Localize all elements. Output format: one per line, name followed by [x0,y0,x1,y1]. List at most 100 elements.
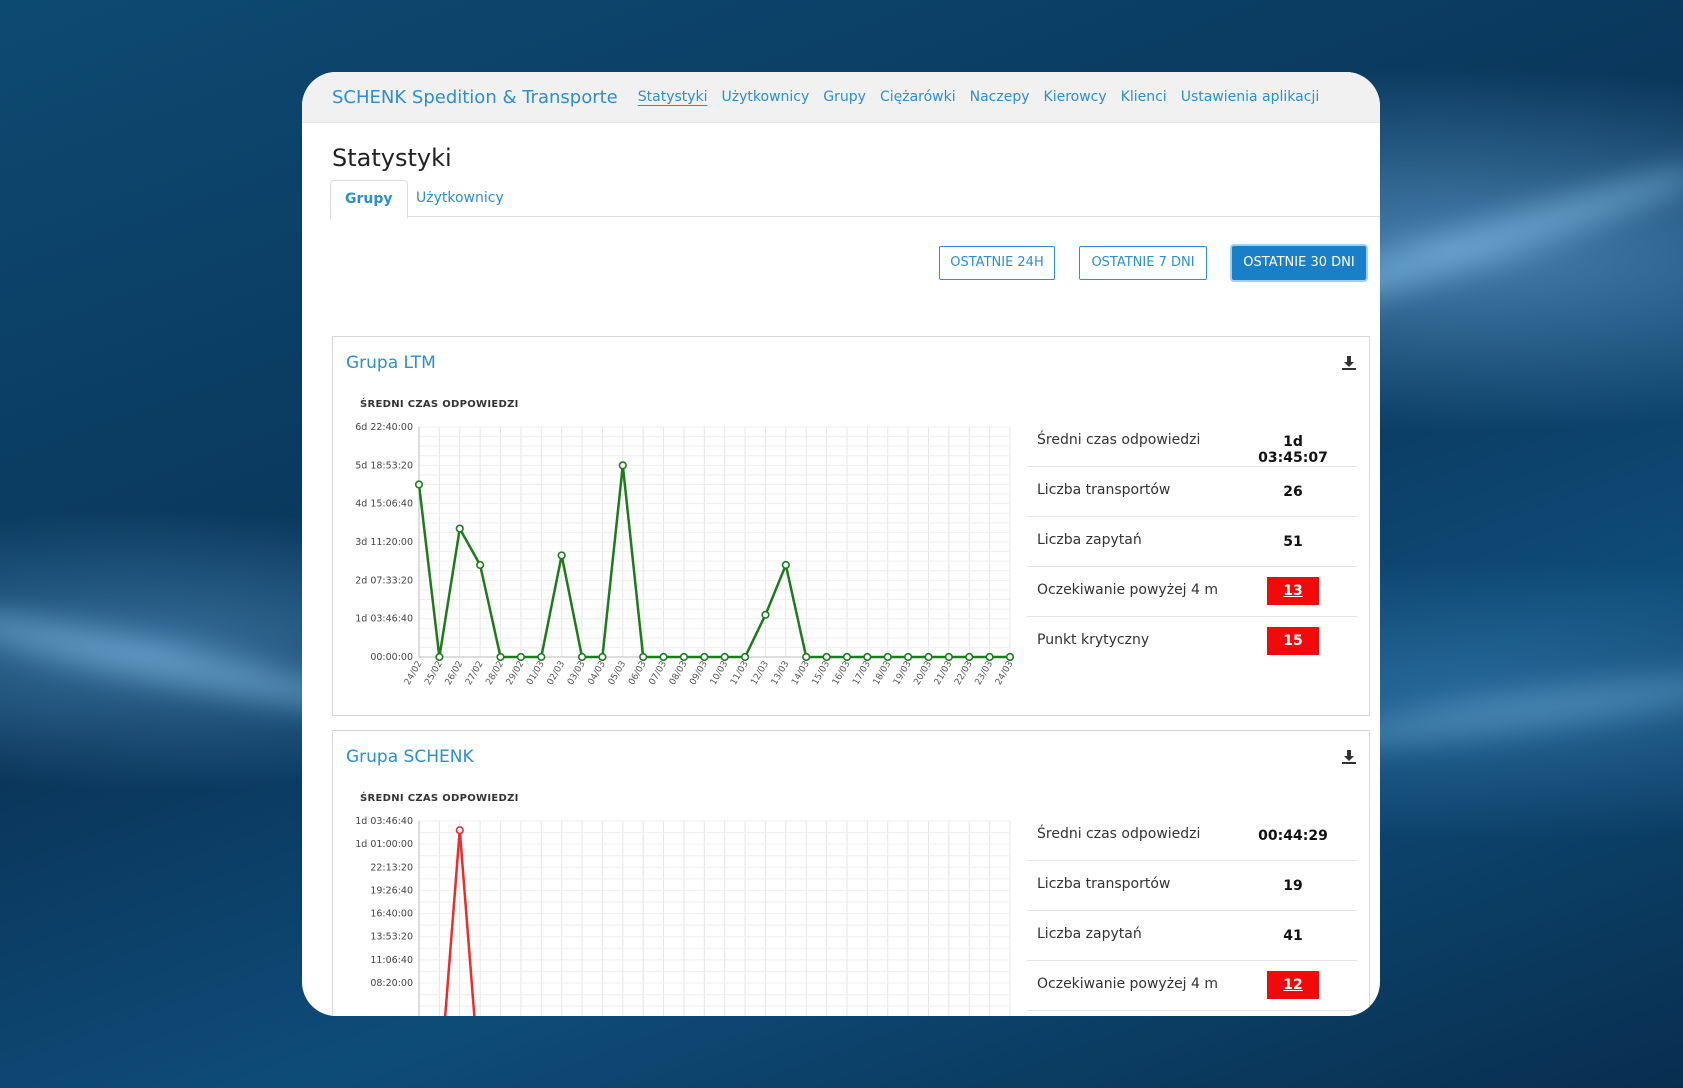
x-tick-label: 11/03 [729,660,751,687]
brand-link[interactable]: SCHENK Spedition & Transporte [332,86,618,108]
top-navbar: SCHENK Spedition & Transporte Statystyki… [302,72,1380,123]
y-tick-label: 13:53:20 [370,932,413,943]
x-tick-label: 21/03 [933,660,955,687]
x-tick-label: 04/03 [586,660,608,687]
chart-title: ŚREDNI CZAS ODPOWIEDZI [360,399,519,410]
x-tick-label: 05/03 [607,660,629,687]
x-tick-label: 25/02 [423,660,445,687]
stat-label: Liczba zapytań [1037,926,1142,942]
data-point [883,652,892,662]
x-tick-label: 10/03 [709,660,731,687]
stat-label: Oczekiwanie powyżej 4 m [1037,976,1219,992]
stat-row: Punkt krytyczny 15 [1027,617,1357,666]
stat-label: Średni czas odpowiedzi [1037,432,1201,448]
data-point [740,652,750,662]
stat-value: 26 [1283,484,1303,500]
x-tick-label: 08/03 [668,660,690,687]
data-point [700,652,709,662]
chart-title: ŚREDNI CZAS ODPOWIEDZI [360,793,519,804]
data-point [944,652,953,662]
download-icon[interactable] [1341,355,1357,371]
nav-ustawienia[interactable]: Ustawienia aplikacji [1180,89,1320,105]
data-point [659,652,668,662]
nav-statystyki[interactable]: Statystyki [637,89,708,105]
data-point [904,652,913,662]
x-tick-label: 20/03 [912,660,934,687]
data-point [516,652,525,662]
nav-grupy[interactable]: Grupy [823,89,866,105]
data-point [537,652,546,662]
x-tick-label: 26/02 [444,660,466,687]
stat-label: Oczekiwanie powyżej 4 m [1037,582,1219,598]
stat-value: 51 [1283,534,1303,550]
group-panel-ltm: Grupa LTM ŚREDNI CZAS ODPOWIEDZI 00:00:0… [332,336,1370,716]
nav-kierowcy[interactable]: Kierowcy [1043,89,1107,105]
data-point [435,652,444,662]
x-tick-label: 27/02 [464,660,486,687]
alert-badge-link[interactable]: 13 [1267,577,1319,605]
x-tick-label: 29/02 [505,660,527,687]
alert-badge-link[interactable]: 12 [1267,971,1319,999]
x-tick-label: 09/03 [688,660,710,687]
data-point [476,560,485,570]
x-tick-label: 01/03 [525,660,547,687]
nav-ciezarowki[interactable]: Ciężarówki [879,89,956,105]
data-point [414,480,424,489]
y-tick-label: 6d 22:40:00 [355,422,413,433]
tab-grupy[interactable]: Grupy [330,180,408,219]
stats-table: Średni czas odpowiedzi 00:44:29 Liczba t… [1027,811,1357,1011]
x-tick-label: 14/03 [790,660,812,687]
stats-table: Średni czas odpowiedzi 1d 03:45:07 Liczb… [1027,417,1357,666]
data-point [985,652,994,662]
y-tick-label: 2d 07:33:20 [355,575,413,586]
data-point [598,652,607,662]
data-point [781,560,790,570]
x-tick-label: 16/03 [831,660,853,687]
x-tick-label: 24/02 [403,660,425,687]
data-point [822,652,831,662]
y-tick-label: 08:20:00 [370,978,413,989]
stat-label: Liczba transportów [1037,482,1171,498]
x-tick-label: 02/03 [546,660,568,687]
series-line [458,830,476,1016]
stat-row: Średni czas odpowiedzi 00:44:29 [1027,811,1357,861]
x-tick-label: 23/03 [974,660,996,687]
x-tick-label: 17/03 [851,660,873,687]
stat-label: Punkt krytyczny [1037,632,1150,648]
stat-row: Liczba transportów 19 [1027,861,1357,911]
nav-naczepy[interactable]: Naczepy [969,89,1030,105]
x-tick-label: 06/03 [627,660,649,687]
y-tick-label: 4d 15:06:40 [355,499,413,510]
y-tick-label: 00:00:00 [370,652,413,663]
x-tick-label: 28/02 [484,660,506,687]
y-tick-label: 19:26:40 [370,885,413,896]
series-line [443,830,462,1016]
x-tick-label: 13/03 [770,660,792,687]
range-24h-button[interactable]: OSTATNIE 24H [939,246,1055,280]
tab-bar: Grupy Użytkownicy [330,180,1380,219]
group-title: Grupa SCHENK [346,747,474,767]
response-time-chart: 08:20:00 11:06:40 13:53:20 16:40:00 19:26:40… [355,816,1011,1016]
x-tick-label: 19/03 [892,660,914,687]
data-point [618,461,627,470]
x-tick-label: 07/03 [648,660,670,687]
y-tick-label: 11:06:40 [370,955,413,966]
range-30d-button[interactable]: OSTATNIE 30 DNI [1232,246,1366,280]
tab-uzytkownicy[interactable]: Użytkownicy [416,190,504,206]
nav-klienci[interactable]: Klienci [1120,89,1167,105]
nav-uzytkownicy[interactable]: Użytkownicy [721,89,810,105]
stat-row: Liczba zapytań 51 [1027,517,1357,567]
data-point [455,524,464,533]
stat-value: 1d 03:45:07 [1258,434,1328,466]
data-point [720,652,729,662]
data-point [639,652,648,662]
data-point [965,652,974,662]
y-tick-label: 5d 18:53:20 [355,460,413,471]
page-title: Statystyki [332,144,452,172]
download-icon[interactable] [1341,749,1357,765]
data-point [455,826,464,835]
y-tick-label: 16:40:00 [370,909,413,920]
range-7d-button[interactable]: OSTATNIE 7 DNI [1079,246,1207,280]
stat-value: 41 [1283,928,1303,944]
data-point [577,652,587,662]
